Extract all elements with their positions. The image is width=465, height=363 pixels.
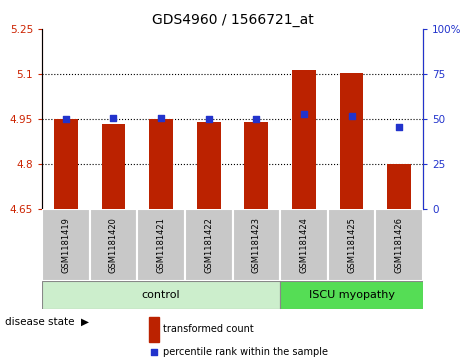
Bar (292, 70, 316, 209)
Text: GSM1181422: GSM1181422 (204, 217, 213, 273)
Bar (42, 281, 280, 309)
Text: GSM1181424: GSM1181424 (299, 217, 308, 273)
Point (157, 115, 165, 121)
Text: GSM1181426: GSM1181426 (395, 217, 404, 273)
Text: GSM1181419: GSM1181419 (61, 217, 70, 273)
Point (150, 349, 158, 355)
Bar (54, 119, 78, 209)
Text: GSM1181420: GSM1181420 (109, 217, 118, 273)
Text: disease state  ▶: disease state ▶ (5, 317, 89, 327)
Text: GSM1181425: GSM1181425 (347, 217, 356, 273)
Bar (137, 209, 185, 281)
Bar (339, 73, 364, 209)
Point (252, 117, 260, 122)
Text: transformed count: transformed count (163, 325, 253, 334)
Bar (375, 209, 423, 281)
Point (348, 113, 355, 119)
Bar (280, 281, 423, 309)
Bar (42, 209, 90, 281)
Bar (185, 209, 232, 281)
Point (62, 117, 70, 122)
Bar (387, 164, 411, 209)
Bar (328, 209, 375, 281)
Text: GSM1181421: GSM1181421 (157, 217, 166, 273)
Title: GDS4960 / 1566721_at: GDS4960 / 1566721_at (152, 13, 313, 27)
Point (110, 115, 117, 121)
Point (300, 111, 308, 117)
Bar (149, 119, 173, 209)
Bar (197, 122, 220, 209)
Text: GSM1181423: GSM1181423 (252, 217, 261, 273)
Point (395, 124, 403, 130)
Bar (149, 317, 159, 342)
Bar (245, 122, 268, 209)
Bar (280, 209, 328, 281)
Bar (101, 124, 126, 209)
Text: control: control (142, 290, 180, 300)
Text: percentile rank within the sample: percentile rank within the sample (163, 347, 328, 357)
Bar (232, 209, 280, 281)
Point (205, 117, 213, 122)
Text: ISCU myopathy: ISCU myopathy (309, 290, 395, 300)
Bar (90, 209, 137, 281)
